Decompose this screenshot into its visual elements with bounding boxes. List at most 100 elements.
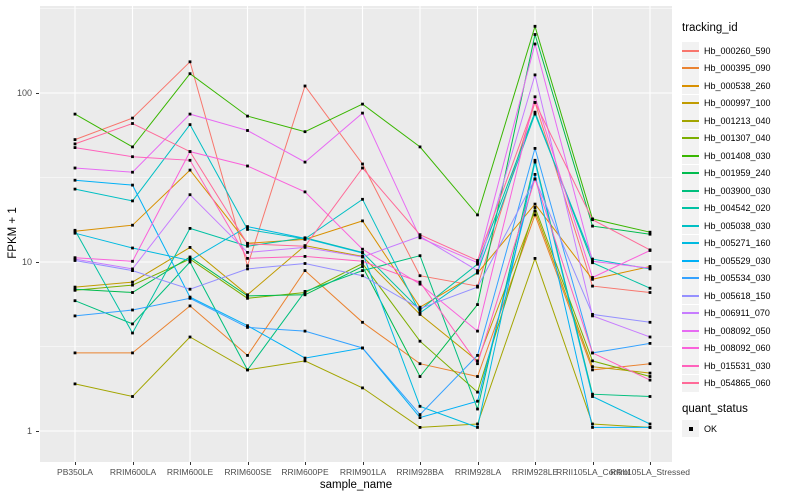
legend-item-Hb_006911_070: Hb_006911_070	[682, 304, 798, 323]
legend-key-box	[682, 234, 699, 252]
x-tick-mark	[305, 462, 306, 465]
x-tick-label-PB350LA: PB350LA	[57, 467, 93, 477]
color-legend-title: tracking_id	[682, 22, 738, 34]
data-point-marker	[533, 209, 537, 213]
data-point-marker	[131, 308, 134, 312]
data-point-marker	[476, 422, 479, 426]
data-point-marker	[188, 260, 192, 264]
data-point-marker	[476, 426, 479, 429]
data-point-marker	[73, 146, 77, 149]
data-point-marker	[361, 197, 364, 201]
legend-item-Hb_001959_240: Hb_001959_240	[682, 164, 798, 183]
data-point-marker	[188, 168, 192, 172]
x-tick-mark	[593, 462, 594, 465]
data-point-marker	[533, 95, 537, 99]
data-point-marker	[188, 193, 192, 197]
legend-key-line	[682, 172, 699, 175]
data-point-marker	[476, 329, 479, 333]
legend-label: Hb_008092_050	[704, 325, 771, 336]
data-point-marker	[533, 112, 537, 116]
data-point-marker	[246, 294, 249, 298]
data-point-marker	[361, 111, 364, 115]
data-point-marker	[476, 270, 479, 274]
data-point-marker	[188, 259, 192, 262]
data-point-marker	[303, 290, 307, 293]
data-point-marker	[591, 426, 594, 429]
legend-key-line	[682, 207, 699, 210]
data-point-marker	[73, 228, 77, 232]
legend-label: Hb_000260_590	[704, 45, 771, 56]
data-point-marker	[476, 407, 479, 411]
data-point-marker	[648, 362, 652, 366]
legend-label: Hb_005271_160	[704, 238, 771, 249]
legend-key-line	[682, 312, 699, 315]
data-point-marker	[591, 392, 594, 396]
data-point-marker	[188, 335, 192, 339]
data-point-marker	[361, 251, 364, 255]
data-point-marker	[418, 416, 422, 419]
data-point-marker	[188, 296, 192, 300]
x-tick-label-RRIM928BA: RRIM928BA	[396, 467, 444, 477]
x-tick-mark	[133, 462, 134, 465]
data-point-marker	[246, 225, 249, 228]
data-point-marker	[533, 202, 537, 206]
legend-item-Hb_003900_030: Hb_003900_030	[682, 182, 798, 200]
legend-key-line	[682, 382, 699, 385]
data-point-marker	[131, 280, 134, 284]
data-point-marker	[246, 114, 249, 118]
y-axis-ticks: 100 10 1	[0, 6, 40, 462]
data-point-marker	[73, 382, 77, 386]
data-point-marker	[303, 293, 307, 297]
data-point-marker	[131, 223, 134, 227]
data-point-marker	[361, 102, 364, 106]
data-point-marker	[476, 261, 479, 265]
data-point-marker	[131, 145, 134, 149]
data-point-marker	[303, 329, 307, 333]
legend-label: Hb_003900_030	[704, 185, 771, 196]
data-point-marker	[648, 320, 652, 324]
legend-item-Hb_008092_050: Hb_008092_050	[682, 322, 798, 340]
data-point-marker	[188, 123, 192, 126]
data-point-marker	[188, 60, 192, 64]
data-point-marker	[648, 378, 652, 382]
data-point-marker	[533, 206, 537, 209]
data-point-marker	[131, 199, 134, 203]
data-point-marker	[533, 257, 537, 260]
data-point-marker	[303, 190, 307, 194]
legend-key-line	[682, 189, 699, 192]
data-point-marker	[73, 142, 77, 146]
data-point-marker	[73, 256, 77, 260]
legend-key-box	[682, 357, 699, 375]
legend-label: Hb_000538_260	[704, 80, 771, 91]
data-point-marker	[303, 359, 307, 363]
data-point-marker	[246, 242, 249, 246]
data-point-marker	[418, 311, 422, 315]
data-point-marker	[246, 324, 249, 328]
x-tick-mark	[420, 462, 421, 465]
x-tick-label-RRIM600PE: RRIM600PE	[281, 467, 329, 477]
data-point-marker	[361, 259, 364, 263]
data-point-marker	[591, 257, 594, 261]
legend-label: Hb_005618_150	[704, 290, 771, 301]
x-tick-mark	[478, 462, 479, 465]
data-point-marker	[591, 368, 594, 372]
legend-key-line	[682, 329, 699, 332]
data-point-marker	[361, 269, 364, 272]
data-point-marker	[188, 304, 192, 308]
legend-label: Hb_001959_240	[704, 168, 771, 179]
legend-key-box	[682, 339, 699, 357]
data-point-marker	[476, 354, 479, 357]
legend-item-Hb_005618_150: Hb_005618_150	[682, 287, 798, 305]
data-point-marker	[533, 177, 537, 181]
legend-key-line	[682, 49, 699, 52]
legend-label: Hb_000395_090	[704, 63, 771, 74]
color-legend-items: Hb_000260_590 Hb_000395_090 Hb_000538_260 H…	[682, 42, 798, 392]
data-point-marker	[131, 116, 134, 120]
legend-key-box	[682, 147, 699, 165]
data-point-marker	[131, 267, 134, 271]
shape-legend-title: quant_status	[682, 403, 748, 415]
data-point-marker	[591, 259, 594, 263]
data-point-marker	[591, 277, 594, 281]
data-point-marker	[131, 351, 134, 355]
data-point-marker	[188, 72, 192, 76]
